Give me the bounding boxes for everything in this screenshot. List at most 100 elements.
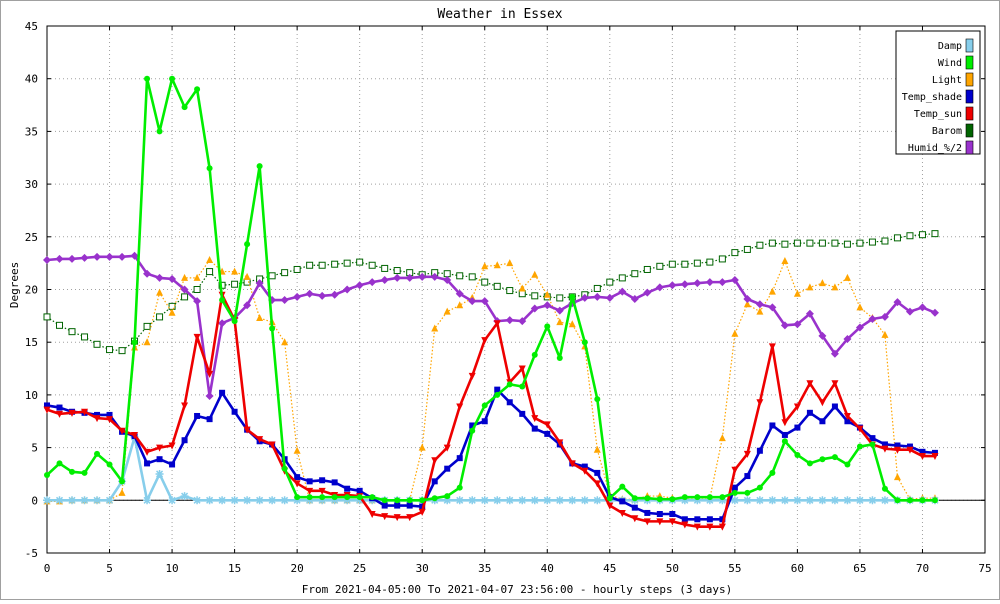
data-point bbox=[593, 284, 601, 292]
data-point bbox=[306, 487, 314, 495]
data-point bbox=[144, 75, 151, 82]
x-tick-label: 60 bbox=[791, 562, 804, 575]
data-point bbox=[406, 502, 413, 509]
data-point bbox=[743, 300, 751, 308]
data-point bbox=[56, 460, 63, 467]
data-point bbox=[606, 495, 613, 502]
data-point bbox=[156, 288, 164, 296]
data-point bbox=[519, 383, 526, 390]
data-point bbox=[618, 274, 626, 282]
legend-item: Temp_sun bbox=[914, 106, 974, 121]
data-point bbox=[844, 461, 851, 468]
legend-item: Barom bbox=[932, 123, 974, 138]
data-point bbox=[155, 469, 164, 478]
data-point bbox=[344, 494, 351, 501]
data-point bbox=[619, 498, 626, 505]
data-point bbox=[519, 410, 526, 417]
data-point bbox=[293, 480, 301, 488]
data-point bbox=[68, 328, 76, 336]
data-point bbox=[406, 514, 414, 522]
data-point bbox=[918, 303, 927, 312]
data-point bbox=[156, 313, 164, 321]
legend-swatch bbox=[965, 106, 974, 121]
data-point bbox=[818, 279, 826, 287]
data-point bbox=[593, 445, 601, 453]
x-axis-label: From 2021-04-05:00 To 2021-04-07 23:56:0… bbox=[302, 583, 732, 596]
data-point bbox=[631, 495, 638, 502]
data-point bbox=[894, 497, 901, 504]
data-point bbox=[268, 496, 277, 505]
legend-label: Light bbox=[932, 75, 962, 86]
data-point bbox=[418, 272, 427, 281]
data-point bbox=[893, 446, 901, 454]
data-point bbox=[931, 230, 939, 238]
data-point bbox=[831, 283, 839, 291]
legend-swatch bbox=[965, 123, 974, 138]
data-point bbox=[268, 441, 276, 449]
data-point bbox=[180, 285, 189, 294]
data-point bbox=[855, 496, 864, 505]
data-point bbox=[755, 300, 764, 309]
data-point bbox=[231, 280, 239, 288]
data-point bbox=[919, 497, 926, 504]
data-point bbox=[893, 473, 901, 481]
data-point bbox=[494, 386, 501, 393]
data-point bbox=[455, 496, 464, 505]
data-point bbox=[168, 308, 176, 316]
data-point bbox=[543, 301, 552, 310]
data-point bbox=[344, 485, 351, 492]
legend-label: Temp_shade bbox=[902, 92, 962, 103]
data-point bbox=[518, 317, 527, 326]
data-point bbox=[818, 399, 826, 407]
data-point bbox=[880, 312, 889, 321]
data-point bbox=[856, 443, 863, 450]
data-point bbox=[605, 293, 614, 302]
data-point bbox=[169, 75, 176, 82]
data-point bbox=[643, 518, 651, 526]
data-point bbox=[168, 274, 177, 283]
data-point bbox=[80, 496, 89, 505]
y-tick-label: 30 bbox=[25, 178, 38, 191]
data-point bbox=[480, 297, 489, 306]
data-point bbox=[231, 267, 239, 275]
data-point bbox=[431, 478, 438, 485]
data-point bbox=[731, 484, 738, 491]
data-point bbox=[544, 430, 551, 437]
data-point bbox=[618, 287, 627, 296]
data-point bbox=[343, 259, 351, 267]
data-point bbox=[668, 281, 677, 290]
data-point bbox=[593, 480, 601, 488]
x-tick-label: 55 bbox=[728, 562, 741, 575]
x-tick-label: 30 bbox=[416, 562, 429, 575]
x-tick-label: 10 bbox=[165, 562, 178, 575]
data-point bbox=[631, 270, 639, 278]
data-point bbox=[756, 307, 764, 315]
data-point bbox=[781, 438, 788, 445]
data-point bbox=[306, 261, 314, 269]
data-point bbox=[181, 104, 188, 111]
data-point bbox=[506, 381, 513, 388]
x-tick-label: 25 bbox=[353, 562, 366, 575]
data-point bbox=[43, 406, 51, 414]
data-point bbox=[568, 320, 576, 328]
data-point bbox=[806, 239, 814, 247]
data-point bbox=[255, 279, 264, 288]
data-point bbox=[706, 523, 714, 531]
data-point bbox=[330, 290, 339, 299]
data-point bbox=[368, 511, 376, 519]
data-point bbox=[206, 416, 213, 423]
data-point bbox=[818, 496, 827, 505]
data-point bbox=[406, 497, 413, 504]
data-point bbox=[868, 238, 876, 246]
data-point bbox=[456, 484, 463, 491]
data-point bbox=[644, 509, 651, 516]
data-point bbox=[843, 412, 851, 420]
data-point bbox=[181, 402, 189, 410]
data-point bbox=[256, 163, 263, 170]
data-point bbox=[744, 489, 751, 496]
data-point bbox=[181, 273, 189, 281]
data-point bbox=[181, 437, 188, 444]
data-point bbox=[480, 496, 489, 505]
data-point bbox=[481, 278, 489, 286]
data-point bbox=[144, 460, 151, 467]
